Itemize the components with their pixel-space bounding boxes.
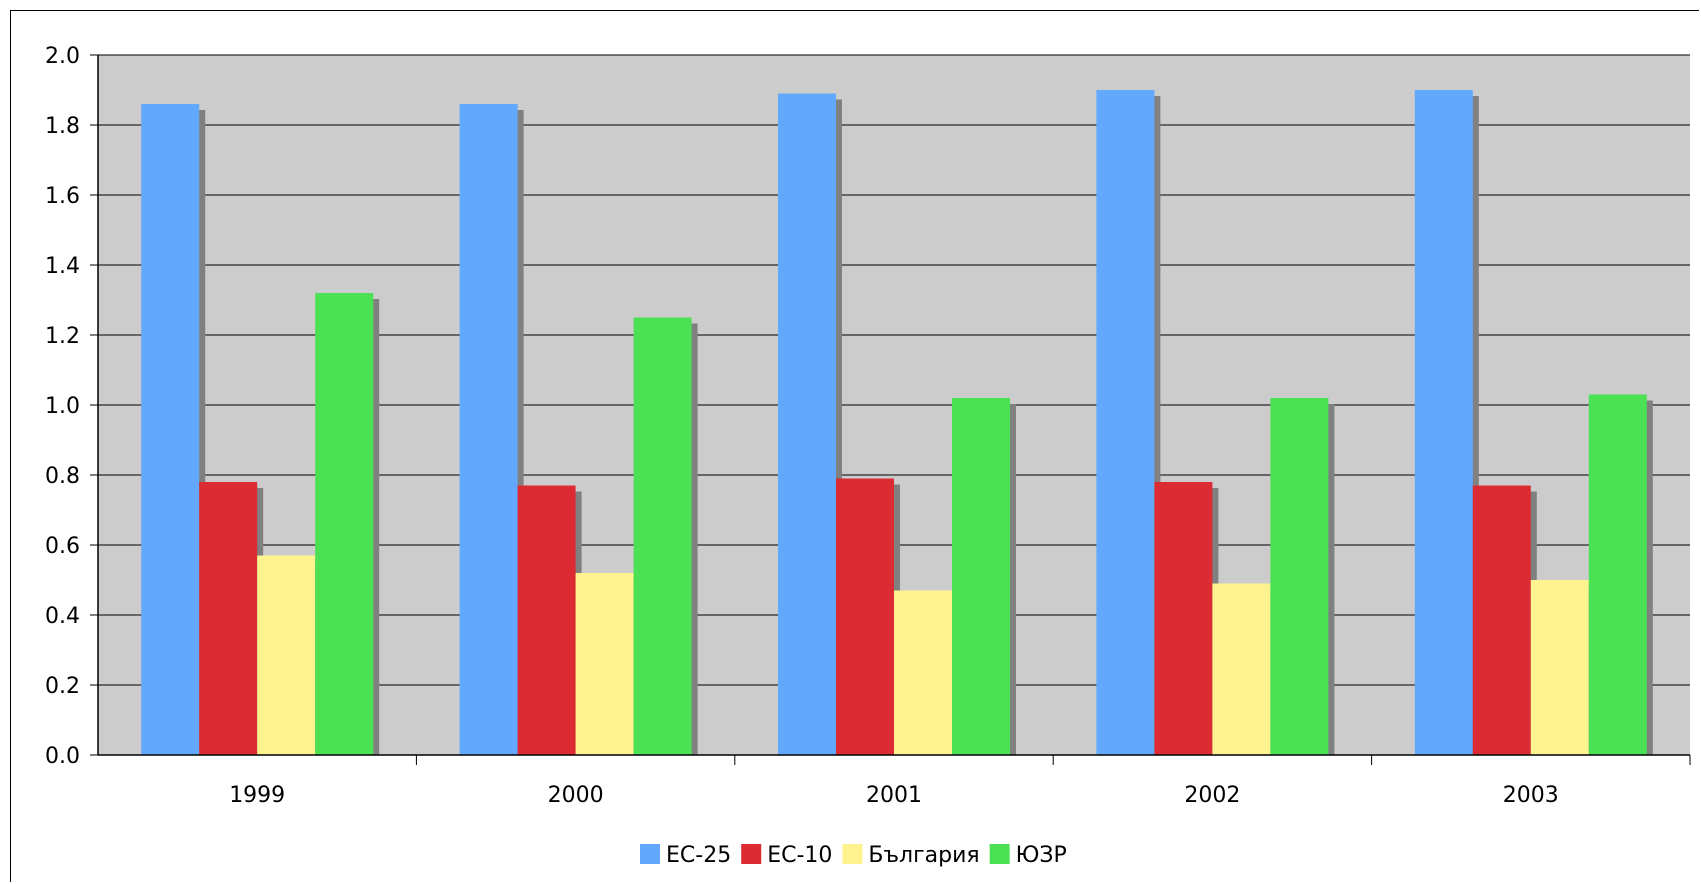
bar	[257, 555, 316, 755]
axes: 0.0 0.2 0.4 0.6 0.8 1.0 1.2 1.4 1.6 1.8 2.0 1999 200…	[45, 44, 1691, 808]
y-tick-label: 0.2	[45, 674, 80, 699]
bar	[1212, 583, 1271, 755]
bar	[575, 573, 634, 755]
bar	[315, 293, 374, 755]
bar	[633, 317, 692, 755]
y-tick-label: 0.8	[45, 464, 80, 489]
bar	[141, 104, 200, 755]
bar	[1414, 90, 1473, 755]
legend-swatch	[842, 844, 863, 864]
x-tick-label: 2002	[1184, 783, 1240, 808]
x-tick-label: 2003	[1503, 783, 1559, 808]
chart-frame	[10, 10, 1699, 882]
y-tick-label: 1.0	[45, 394, 80, 419]
bar	[836, 478, 894, 755]
legend-label: ЮЗР	[1016, 843, 1067, 868]
bar	[459, 104, 518, 755]
bar	[1530, 580, 1589, 755]
x-tick-label: 1999	[229, 783, 285, 808]
bar	[1270, 398, 1329, 755]
y-tick-label: 2.0	[45, 44, 80, 69]
bar	[952, 398, 1010, 755]
bars	[141, 90, 1653, 755]
x-tick-label: 2000	[548, 783, 604, 808]
y-tick-label: 1.6	[45, 184, 80, 209]
y-tick-label: 1.8	[45, 114, 80, 139]
bar	[1472, 485, 1531, 755]
y-tick-label: 1.4	[45, 254, 80, 279]
legend: ЕС-25 ЕС-10 България ЮЗР	[640, 843, 1067, 868]
legend-label: България	[868, 843, 979, 868]
bar	[894, 590, 952, 755]
bar	[1154, 482, 1213, 755]
bar	[778, 93, 836, 755]
legend-swatch	[741, 844, 762, 864]
y-tick-label: 0.6	[45, 534, 80, 559]
bar	[517, 485, 576, 755]
bar	[199, 482, 258, 755]
legend-swatch	[989, 844, 1010, 864]
y-tick-label: 0.4	[45, 604, 80, 629]
legend-label: ЕС-25	[666, 843, 731, 868]
bar	[1588, 394, 1647, 755]
legend-label: ЕС-10	[767, 843, 832, 868]
bar	[1096, 90, 1155, 755]
y-tick-label: 0.0	[45, 744, 80, 769]
legend-swatch	[640, 844, 660, 864]
y-tick-label: 1.2	[45, 324, 80, 349]
x-tick-label: 2001	[866, 783, 922, 808]
